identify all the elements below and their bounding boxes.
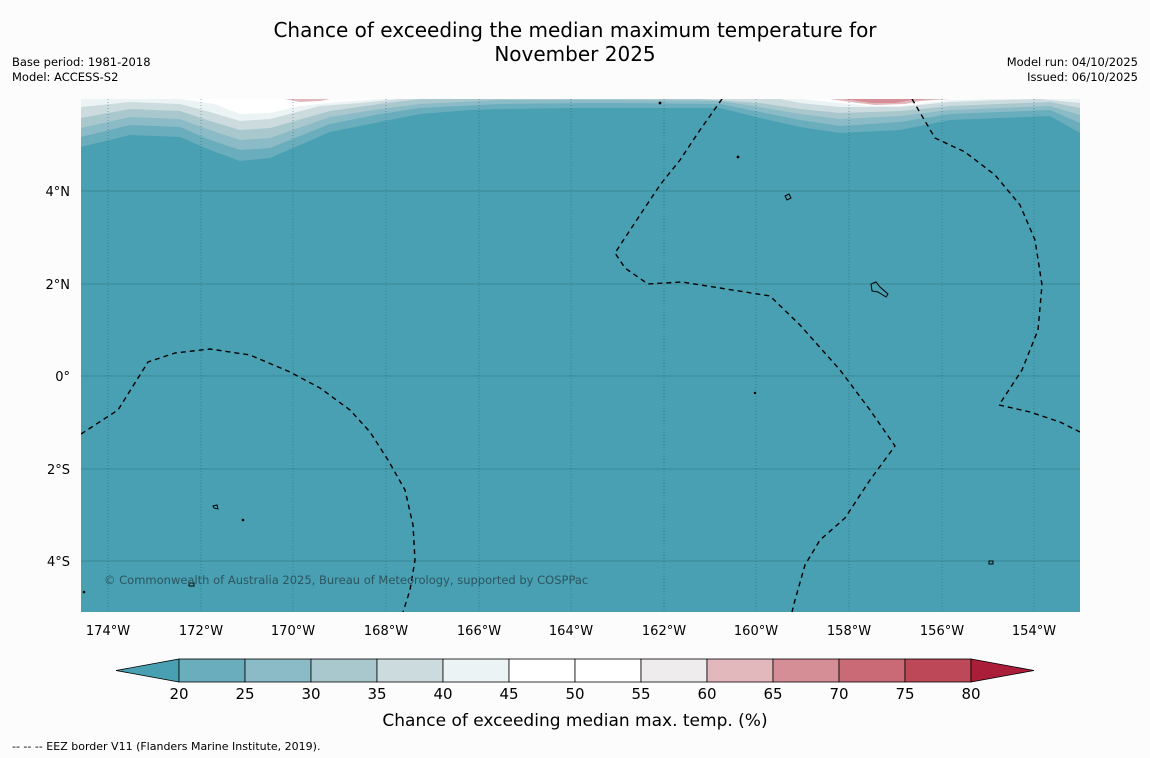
colorbar-tick-label: 70 (829, 685, 848, 703)
colorbar-extend-low (115, 658, 180, 683)
colorbar-cell (508, 658, 576, 683)
colorbar: 20 25 30 35 40 45 50 55 60 65 70 75 80 Chance of exc… (115, 658, 1035, 731)
colorbar-cell (442, 658, 510, 683)
meta-right: Model run: 04/10/2025 Issued: 06/10/2025 (1007, 55, 1138, 85)
colorbar-cell (640, 658, 708, 683)
island-dot-1 (658, 101, 662, 105)
island-dot-2 (736, 155, 740, 159)
x-tick-label: 170°W (271, 624, 315, 639)
contour-band-40 (81, 99, 1080, 130)
colorbar-tick-label: 65 (763, 685, 782, 703)
x-tick-label: 162°W (642, 624, 686, 639)
colorbar-tick-label: 60 (697, 685, 716, 703)
y-tick-label: 2°N (46, 278, 71, 293)
colorbar-tick-label: 25 (235, 685, 254, 703)
eez-border-central (614, 99, 896, 612)
copyright-text: © Commonwealth of Australia 2025, Bureau… (104, 573, 588, 587)
islands (82, 101, 994, 594)
x-tick-label: 160°W (734, 624, 778, 639)
y-tick-label: 0° (55, 370, 70, 385)
colorbar-cell (574, 658, 642, 683)
y-tick-labels: 4°N 2°N 0° 2°S 4°S (46, 185, 71, 570)
colorbar-cell (376, 658, 444, 683)
colorbar-tick-label: 55 (631, 685, 650, 703)
meta-left: Base period: 1981-2018 Model: ACCESS-S2 (12, 55, 151, 85)
colorbar-tick-label: 40 (433, 685, 452, 703)
model-run-label: Model run: 04/10/2025 (1006, 55, 1138, 69)
x-tick-label: 158°W (827, 624, 871, 639)
eez-border-east (911, 99, 1080, 433)
x-tick-label: 168°W (364, 624, 408, 639)
island-west-small-1 (212, 504, 219, 510)
contour-band-60-west (285, 99, 330, 102)
eez-footnote: -- -- -- EEZ border V11 (Flanders Marine… (12, 740, 321, 753)
x-tick-label: 156°W (920, 624, 964, 639)
x-tick-label: 166°W (457, 624, 501, 639)
x-tick-label: 154°W (1012, 624, 1056, 639)
island-dot-3 (241, 518, 245, 522)
colorbar-cell (706, 658, 774, 683)
island-west-small-2 (188, 582, 195, 587)
model-label: Model: ACCESS-S2 (12, 70, 119, 84)
x-tick-label: 172°W (179, 624, 223, 639)
base-period-label: Base period: 1981-2018 (12, 55, 151, 69)
colorbar-extend-high (970, 658, 1035, 683)
colorbar-cell (838, 658, 906, 683)
x-tick-label: 164°W (549, 624, 593, 639)
map-background (81, 99, 1080, 612)
colorbar-cell (310, 658, 378, 683)
colorbar-cell (244, 658, 312, 683)
graticule (81, 190, 1080, 562)
y-tick-label: 2°S (47, 463, 70, 478)
colorbar-tick-label: 30 (301, 685, 320, 703)
y-tick-label: 4°N (46, 185, 71, 200)
x-tick-label: 174°W (86, 624, 130, 639)
colorbar-tick-label: 80 (961, 685, 980, 703)
colorbar-tick-label: 50 (565, 685, 584, 703)
colorbar-cell (772, 658, 840, 683)
island-east-small (988, 560, 994, 565)
colorbar-tick-labels: 20 25 30 35 40 45 50 55 60 65 70 75 80 (169, 685, 980, 703)
title-line-2: November 2025 (494, 42, 656, 66)
colorbar-cell (178, 658, 246, 683)
colorbar-cell (904, 658, 972, 683)
contour-bands (81, 99, 1080, 161)
colorbar-cells (115, 658, 1035, 683)
chart-title: Chance of exceeding the median maximum t… (0, 18, 1150, 66)
island-dot-4 (753, 391, 757, 395)
eez-border-west (81, 348, 416, 612)
colorbar-tick-label: 20 (169, 685, 188, 703)
contour-band-45 (81, 99, 1080, 121)
island-kiritimati (870, 281, 889, 298)
colorbar-tick-label: 45 (499, 685, 518, 703)
island-dot-5 (82, 590, 86, 594)
issued-label: Issued: 06/10/2025 (1027, 70, 1138, 84)
contour-band-50-west (180, 99, 380, 114)
map-area: © Commonwealth of Australia 2025, Bureau… (81, 99, 1080, 612)
colorbar-tick-label: 35 (367, 685, 386, 703)
colorbar-tick-label: 75 (895, 685, 914, 703)
colorbar-label: Chance of exceeding median max. temp. (%… (382, 711, 767, 731)
contour-band-65 (845, 99, 935, 103)
x-tick-labels: 174°W 172°W 170°W 168°W 166°W 164°W 162°… (86, 624, 1056, 639)
y-tick-label: 4°S (47, 555, 70, 570)
island-jarvis (784, 193, 792, 201)
eez-borders (81, 99, 1080, 612)
title-line-1: Chance of exceeding the median maximum t… (273, 18, 877, 42)
